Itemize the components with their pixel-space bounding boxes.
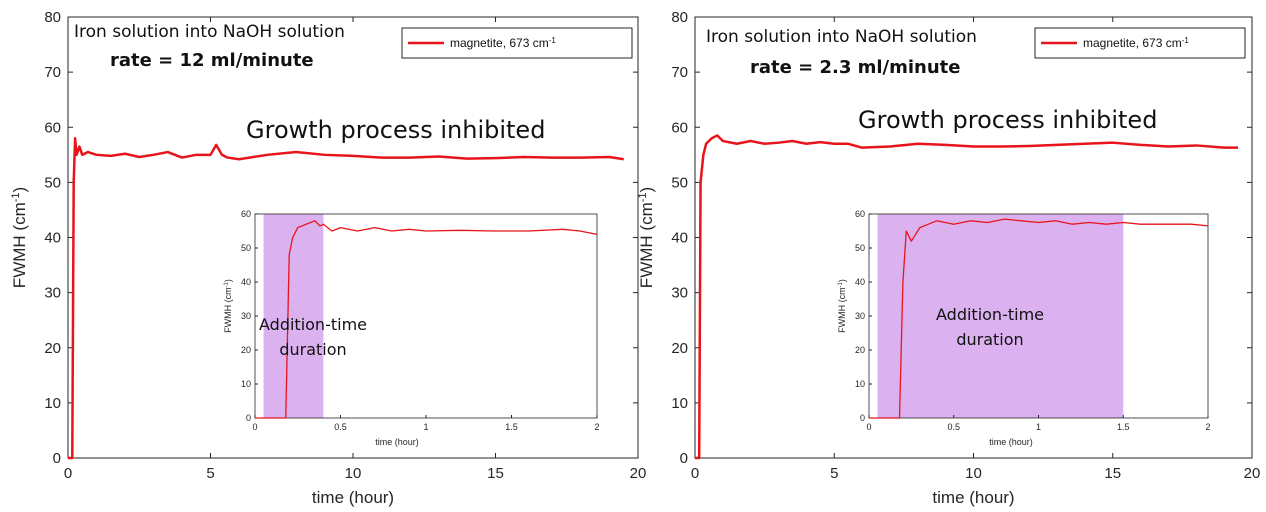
inset-y-tick-label: 10	[241, 379, 251, 389]
x-tick-label: 0	[64, 465, 72, 482]
annotation-main: Growth process inhibited	[246, 116, 545, 144]
inset-x-axis-label: time (hour)	[989, 437, 1033, 447]
inset-x-tick-label: 0	[252, 422, 257, 432]
shaded-label-line1: Addition-time	[936, 305, 1044, 324]
x-tick-label: 5	[830, 465, 838, 482]
y-tick-label: 70	[671, 64, 688, 81]
inset-y-tick-label: 60	[855, 209, 865, 219]
y-tick-label: 30	[44, 285, 61, 302]
x-tick-label: 15	[487, 465, 504, 482]
annotation-line2: rate = 2.3 ml/minute	[750, 57, 960, 78]
y-tick-label: 0	[53, 450, 61, 467]
legend-label: magnetite, 673 cm-1	[1083, 36, 1189, 51]
inset-y-tick-label: 0	[246, 413, 251, 423]
inset-y-tick-label: 50	[241, 243, 251, 253]
y-tick-label: 20	[671, 340, 688, 357]
inset-series-line	[255, 220, 598, 419]
x-tick-label: 0	[691, 465, 699, 482]
x-tick-label: 10	[965, 465, 982, 482]
inset-x-tick-label: 2	[594, 422, 599, 432]
y-tick-label: 70	[44, 64, 61, 81]
inset-y-tick-label: 30	[241, 311, 251, 321]
y-tick-label: 50	[44, 174, 61, 191]
x-axis-label: time (hour)	[932, 488, 1014, 507]
x-tick-label: 20	[1244, 465, 1261, 482]
inset-y-tick-label: 40	[241, 277, 251, 287]
y-tick-label: 40	[671, 230, 688, 247]
inset-x-tick-label: 1	[1036, 422, 1041, 432]
y-axis-label: FWMH (cm-1)	[637, 187, 656, 288]
inset-y-tick-label: 10	[855, 379, 865, 389]
x-tick-label: 15	[1104, 465, 1121, 482]
annotation-main: Growth process inhibited	[858, 106, 1157, 134]
shaded-region	[263, 214, 324, 418]
series-line	[68, 137, 624, 460]
x-axis-label: time (hour)	[312, 488, 394, 507]
x-tick-label: 10	[345, 465, 362, 482]
x-tick-label: 5	[206, 465, 214, 482]
y-tick-label: 80	[44, 9, 61, 26]
shaded-label-line2: duration	[279, 340, 346, 359]
inset-y-tick-label: 0	[860, 413, 865, 423]
annotation-line1: Iron solution into NaOH solution	[74, 22, 345, 42]
inset-x-tick-label: 0.5	[947, 422, 960, 432]
inset-y-axis-label: FWMH (cm-1)	[223, 279, 233, 333]
inset-series-line	[869, 218, 1209, 419]
shaded-label-line1: Addition-time	[259, 315, 367, 334]
inset-x-tick-label: 0.5	[334, 422, 347, 432]
y-tick-label: 60	[671, 119, 688, 136]
shaded-region	[877, 214, 1124, 418]
shaded-label-line2: duration	[956, 330, 1023, 349]
inset-x-tick-label: 1	[423, 422, 428, 432]
inset-y-tick-label: 20	[855, 345, 865, 355]
x-tick-label: 20	[630, 465, 647, 482]
inset-y-tick-label: 60	[241, 209, 251, 219]
inset-x-axis-label: time (hour)	[375, 437, 419, 447]
legend-label: magnetite, 673 cm-1	[450, 36, 556, 51]
y-tick-label: 30	[671, 285, 688, 302]
inset-y-tick-label: 30	[855, 311, 865, 321]
inset-x-tick-label: 1.5	[1117, 422, 1130, 432]
annotation-line1: Iron solution into NaOH solution	[706, 27, 977, 47]
annotation-line2: rate = 12 ml/minute	[110, 50, 314, 71]
inset-y-tick-label: 40	[855, 277, 865, 287]
y-tick-label: 20	[44, 340, 61, 357]
inset-y-tick-label: 20	[241, 345, 251, 355]
inset-x-tick-label: 2	[1205, 422, 1210, 432]
y-tick-label: 0	[680, 450, 688, 467]
inset-x-tick-label: 1.5	[505, 422, 518, 432]
y-tick-label: 10	[44, 395, 61, 412]
y-tick-label: 50	[671, 174, 688, 191]
series-line	[695, 134, 1239, 460]
inset-x-tick-label: 0	[866, 422, 871, 432]
y-tick-label: 10	[671, 395, 688, 412]
inset-chart: 0 10 20 30 40 50 60 0 0.5 1 1.5 2 time (hour) FWMH (c…	[221, 200, 609, 452]
inset-chart: 0 10 20 30 40 50 60 0 0.5 1 1.5 2 time (hour) FWMH (c…	[835, 200, 1220, 452]
y-tick-label: 80	[671, 9, 688, 26]
y-axis-label: FWMH (cm-1)	[10, 187, 29, 288]
y-tick-label: 60	[44, 119, 61, 136]
y-tick-label: 40	[44, 230, 61, 247]
inset-y-axis-label: FWMH (cm-1)	[837, 279, 847, 333]
inset-y-tick-label: 50	[855, 243, 865, 253]
